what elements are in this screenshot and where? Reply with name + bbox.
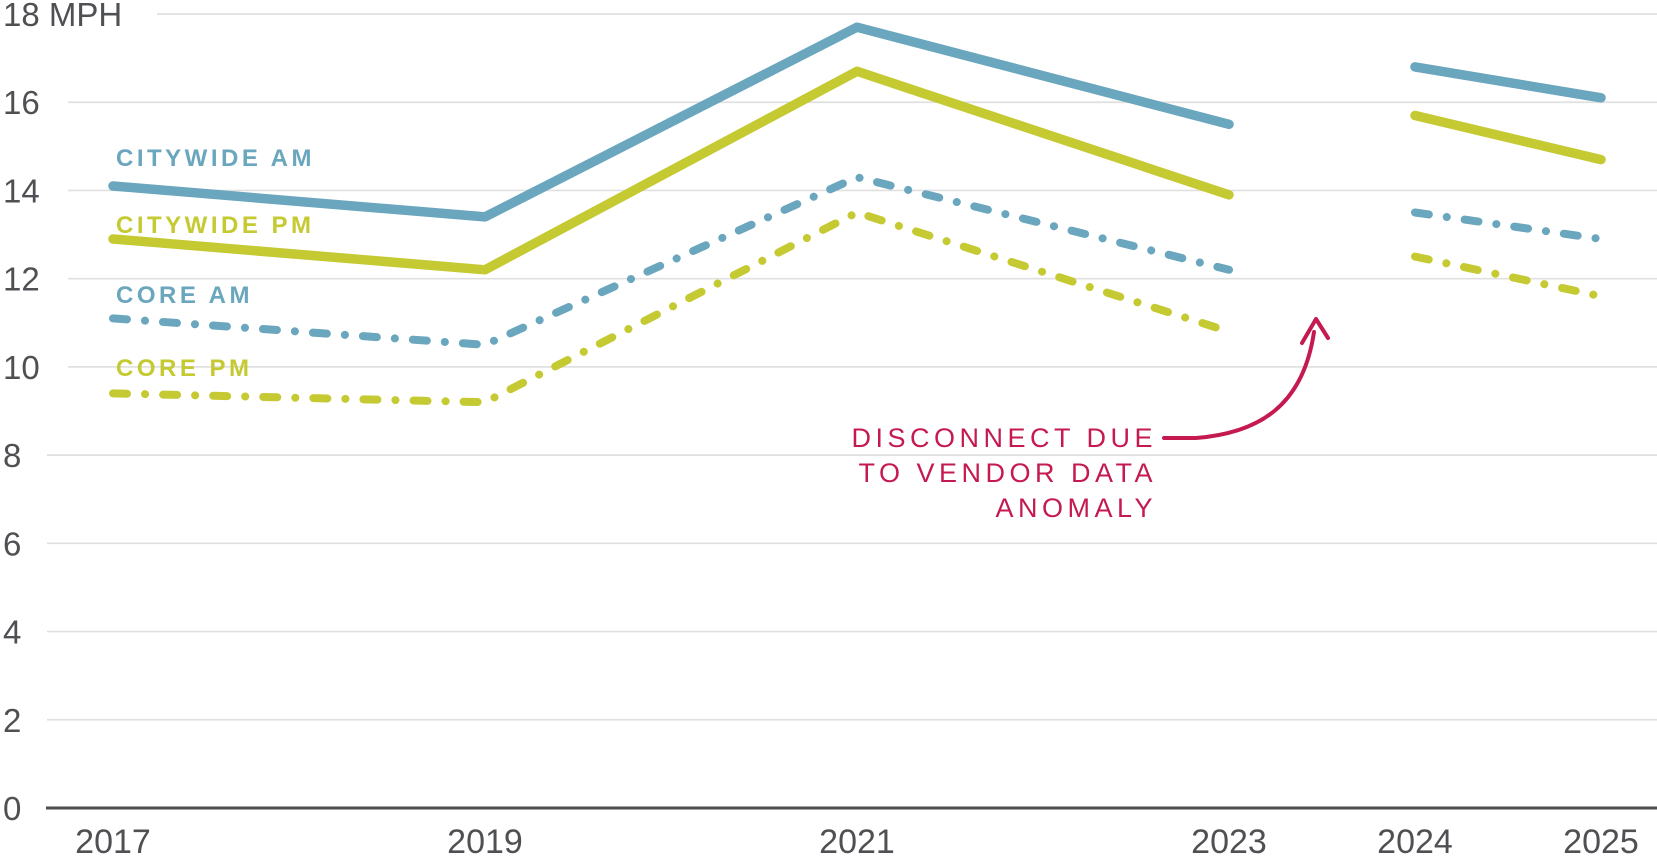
gridlines-group: [46, 13, 1657, 810]
series-lines-group: [108, 22, 1606, 407]
annotation-arrowhead-icon: [1300, 317, 1330, 345]
annotation-line-3: ANOMALY: [995, 493, 1157, 523]
annotation-arrow-curve: [1162, 330, 1316, 440]
series-label-core-pm: CORE PM: [116, 355, 253, 382]
series-line-core-pm: [109, 208, 1233, 407]
y-tick-label: 12: [3, 261, 40, 298]
x-tick-label: 2019: [447, 823, 523, 860]
x-tick-label: 2021: [819, 823, 895, 860]
y-tick-label: 4: [3, 614, 21, 651]
x-tick-label: 2024: [1377, 823, 1453, 860]
y-tick-label: 0: [3, 790, 21, 827]
series-label-core-am: CORE AM: [116, 282, 253, 309]
series-line-citywide-am: [1410, 62, 1606, 103]
series-label-citywide-am: CITYWIDE AM: [116, 145, 315, 172]
y-tick-label: 8: [3, 437, 21, 474]
series-line-core-pm: [1411, 252, 1605, 301]
annotation-line-2: TO VENDOR DATA: [858, 458, 1157, 488]
series-line-citywide-pm: [108, 66, 1234, 275]
x-tick-label: 2017: [75, 823, 151, 860]
series-label-citywide-pm: CITYWIDE PM: [116, 212, 315, 239]
y-tick-label: 6: [3, 525, 21, 562]
annotation-group: DISCONNECT DUE TO VENDOR DATA ANOMALY: [851, 317, 1330, 523]
series-line-core-am: [1411, 208, 1605, 243]
series-line-citywide-am: [108, 22, 1234, 222]
x-axis-labels-group: 2017 2019 2021 2023 2024 2025: [75, 823, 1639, 860]
x-tick-label: 2025: [1563, 823, 1639, 860]
y-tick-label: 16: [3, 84, 40, 121]
series-line-citywide-pm: [1410, 110, 1606, 165]
x-tick-label: 2023: [1191, 823, 1267, 860]
y-tick-label: 2: [3, 702, 21, 739]
y-tick-label: 18 MPH: [3, 0, 122, 33]
annotation-line-1: DISCONNECT DUE: [851, 423, 1157, 453]
y-axis-labels-group: 0 2 4 6 8 10 12 14 16 18 MPH: [3, 0, 122, 827]
y-tick-label: 14: [3, 172, 40, 209]
y-tick-label: 10: [3, 349, 40, 386]
series-labels-group: CITYWIDE AM CITYWIDE PM CORE AM CORE PM: [116, 145, 315, 382]
